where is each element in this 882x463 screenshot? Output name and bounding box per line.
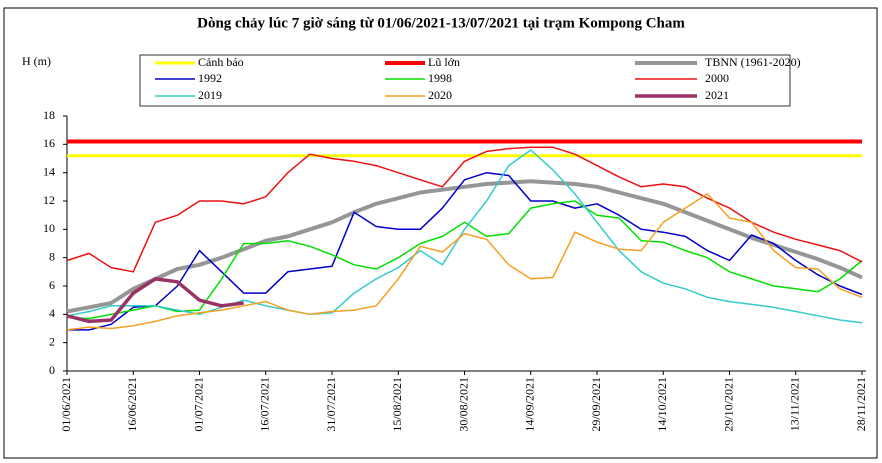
y-tick-label: 16 <box>43 136 55 150</box>
x-tick-label: 16/07/2021 <box>258 377 272 432</box>
chart-title: Dòng chảy lúc 7 giờ sáng từ 01/06/2021-1… <box>197 15 685 31</box>
series-line <box>66 277 244 324</box>
legend-label: 2019 <box>198 88 222 102</box>
x-tick-label: 28/11/2021 <box>854 377 868 431</box>
legend-label: TBNN (1961-2020) <box>705 55 801 69</box>
series-line <box>66 193 863 331</box>
y-tick-label: 6 <box>49 278 55 292</box>
y-tick-label: 12 <box>43 193 55 207</box>
legend-label: Lũ lớn <box>428 55 460 69</box>
x-tick-label: 15/08/2021 <box>390 377 404 432</box>
y-tick-label: 18 <box>43 108 55 122</box>
y-tick-label: 8 <box>49 249 55 263</box>
x-tick-label: 29/10/2021 <box>721 377 735 432</box>
x-tick-label: 30/08/2021 <box>456 377 470 432</box>
series-line <box>66 146 863 273</box>
x-tick-label: 31/07/2021 <box>324 377 338 432</box>
legend-label: 1992 <box>198 71 222 85</box>
x-tick-label: 14/09/2021 <box>523 377 537 432</box>
series-line <box>67 171 863 331</box>
y-tick-label: 10 <box>43 221 55 235</box>
y-tick-label: 2 <box>49 334 55 348</box>
legend-label: 2000 <box>705 71 729 85</box>
legend-label: Cảnh báo <box>198 55 244 69</box>
chart-frame <box>3 7 878 459</box>
x-tick-label: 13/11/2021 <box>788 377 802 431</box>
legend-label: 2020 <box>428 88 452 102</box>
x-tick-label: 14/10/2021 <box>655 377 669 432</box>
x-tick-label: 29/09/2021 <box>589 377 603 432</box>
legend-label: 2021 <box>705 88 729 102</box>
y-axis-label: H (m) <box>22 54 51 68</box>
series-line <box>66 179 863 314</box>
x-tick-label: 01/07/2021 <box>191 377 205 432</box>
y-tick-label: 0 <box>49 363 55 377</box>
x-tick-label: 16/06/2021 <box>125 377 139 432</box>
y-tick-label: 4 <box>49 306 55 320</box>
y-tick-label: 14 <box>43 164 55 178</box>
series-line <box>66 149 863 324</box>
series-line <box>66 200 863 320</box>
x-tick-label: 01/06/2021 <box>59 377 73 432</box>
legend-label: 1998 <box>428 71 452 85</box>
